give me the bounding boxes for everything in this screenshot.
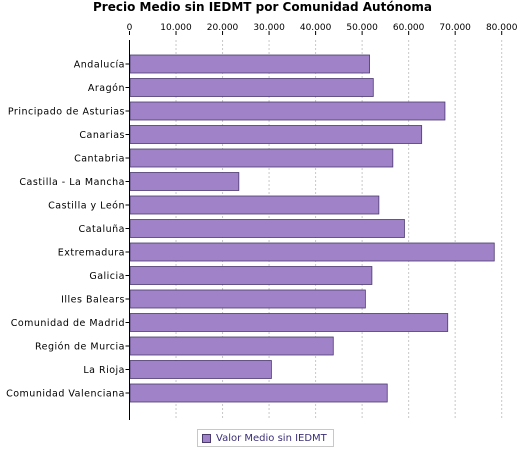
category-label: Canarias	[79, 130, 125, 141]
x-axis-ticks: 0 10.000 20.000 30.000 40.000 50.000 60.000 70.…	[127, 23, 518, 35]
bar	[129, 242, 495, 262]
category-labels: Andalucía Aragón Principado de Asturias Can…	[6, 60, 130, 400]
bar	[129, 148, 394, 168]
bar	[129, 289, 366, 309]
bar	[129, 219, 405, 238]
category-label: Illes Balears	[61, 295, 125, 306]
category-label: Andalucía	[74, 60, 125, 71]
x-tick-label: 30.000	[253, 23, 285, 33]
bar	[129, 266, 373, 285]
category-label: Comunidad Valenciana	[6, 389, 125, 400]
x-tick-label: 40.000	[300, 23, 332, 33]
x-tick-label: 10.000	[160, 23, 192, 33]
bar	[129, 336, 334, 356]
bar	[129, 125, 423, 144]
category-label: Castilla y León	[48, 201, 125, 212]
legend: Valor Medio sin IEDMT	[197, 429, 334, 447]
bar	[129, 78, 374, 97]
legend-swatch	[202, 433, 211, 443]
chart-title: Precio Medio sin IEDMT por Comunidad Aut…	[93, 0, 432, 14]
x-tick-label: 20.000	[207, 23, 239, 33]
category-label: Castilla - La Mancha	[19, 177, 125, 188]
category-label: Comunidad de Madrid	[11, 318, 125, 329]
bar	[129, 383, 388, 403]
x-tick-label: 80.000	[486, 23, 518, 33]
category-label: Principado de Asturias	[8, 107, 125, 118]
bar	[129, 195, 380, 215]
bar	[129, 54, 370, 74]
bar	[129, 360, 272, 379]
x-tick-label: 70.000	[439, 23, 471, 33]
category-label: Cantabria	[74, 154, 125, 165]
x-tick-label: 50.000	[346, 23, 378, 33]
legend-label: Valor Medio sin IEDMT	[216, 432, 327, 444]
bar	[129, 101, 446, 121]
category-label: Cataluña	[78, 224, 125, 235]
bar	[129, 313, 449, 332]
category-label: Extremadura	[58, 248, 125, 259]
bar	[129, 172, 240, 191]
category-label: Galicia	[89, 271, 125, 282]
category-label: La Rioja	[83, 365, 125, 376]
category-label: Región de Murcia	[35, 342, 125, 353]
x-tick-label: 0	[127, 23, 133, 33]
bars	[129, 54, 495, 403]
category-label: Aragón	[88, 83, 125, 94]
x-tick-label: 60.000	[393, 23, 425, 33]
